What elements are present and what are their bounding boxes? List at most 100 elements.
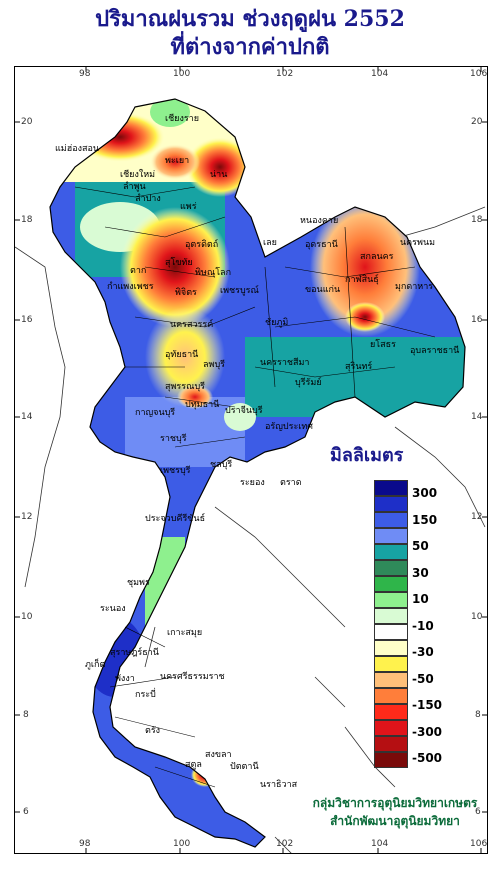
x-tick-98-bottom: 98	[79, 839, 91, 849]
y-tick-8-left: 8	[23, 710, 29, 720]
place-label: ประจวบคีรีขันธ์	[145, 514, 206, 524]
place-label: ระยอง	[240, 478, 265, 488]
place-label: กระบี่	[135, 690, 156, 700]
legend-swatch	[374, 720, 408, 736]
x-tick-106-bottom: 106	[470, 839, 488, 849]
legend-label: -300	[412, 724, 443, 739]
legend-swatch	[374, 528, 408, 544]
legend-title: มิลลิเมตร	[330, 445, 404, 466]
legend-label: 30	[412, 565, 429, 580]
place-label: ลพบุรี	[203, 360, 225, 370]
place-label: เชียงราย	[165, 114, 200, 124]
legend-swatch	[374, 656, 408, 672]
y-tick-10-left: 10	[21, 612, 33, 622]
legend-swatch	[374, 496, 408, 512]
legend-swatch	[374, 608, 408, 624]
legend-label: 10	[412, 592, 429, 606]
place-label: อรัญประเทศ	[265, 422, 314, 432]
legend-swatch	[374, 480, 408, 496]
place-label: อุตรดิตถ์	[185, 240, 219, 250]
x-tick-106-top: 106	[470, 69, 488, 79]
place-label: เพชรบุรี	[160, 466, 191, 476]
place-label: สกลนคร	[360, 252, 394, 262]
place-label: พิษณุโลก	[195, 268, 232, 278]
y-tick-16-left: 16	[21, 315, 33, 325]
place-label: แพร่	[180, 202, 197, 212]
legend-label: -50	[412, 671, 434, 686]
place-label: พะเยา	[165, 156, 190, 166]
place-label: ภูเก็ต	[85, 660, 106, 670]
place-label: อุดรธานี	[305, 240, 338, 250]
place-label: ตราด	[280, 478, 302, 488]
place-label: ขอนแก่น	[305, 285, 341, 295]
place-label: เกาะสมุย	[167, 628, 203, 638]
place-label: พิจิตร	[175, 288, 197, 298]
legend-swatch	[374, 672, 408, 688]
credit-line-2: สำนักพัฒนาอุตุนิยมวิทยา	[330, 814, 460, 828]
y-tick-18-right: 18	[471, 215, 483, 225]
place-label: นครราชสีมา	[260, 358, 310, 368]
place-label: สุรินทร์	[345, 362, 373, 372]
place-label: มุกดาหาร	[395, 282, 434, 292]
y-tick-6-right: 6	[475, 807, 481, 817]
y-tick-12-right: 12	[471, 512, 483, 522]
credit-line-1: กลุ่มวิชาการอุตุนิยมวิทยาเกษตร	[312, 796, 478, 810]
legend-swatch	[374, 544, 408, 560]
place-label: แม่ฮ่องสอน	[55, 144, 100, 154]
place-label: สตูล	[185, 760, 202, 770]
place-label: นราธิวาส	[260, 780, 298, 790]
x-tick-100-bottom: 100	[173, 839, 191, 849]
y-tick-8-right: 8	[475, 710, 481, 720]
place-label: กาฬสินธุ์	[345, 275, 379, 285]
x-tick-102-bottom: 102	[276, 839, 294, 849]
legend-swatch	[374, 688, 408, 704]
place-label: สงขลา	[205, 750, 232, 760]
y-tick-20-right: 20	[471, 117, 483, 127]
place-label: ลำปาง	[135, 194, 161, 204]
place-label: ราชบุรี	[160, 434, 187, 444]
y-tick-20-left: 20	[21, 117, 33, 127]
map-title: ปริมาณฝนรวม ช่วงฤดูฝน 2552	[95, 6, 405, 32]
map-subtitle: ที่ต่างจากค่าปกติ	[170, 34, 330, 60]
legend-label: 300	[412, 486, 438, 500]
legend-label: 150	[412, 512, 438, 527]
y-tick-6-left: 6	[23, 807, 29, 817]
place-label: ลำพูน	[123, 182, 146, 192]
y-tick-14-left: 14	[21, 412, 33, 422]
place-label: บุรีรัมย์	[295, 378, 322, 388]
legend-swatch	[374, 624, 408, 640]
x-tick-104-top: 104	[371, 69, 389, 79]
place-label: อุบลราชธานี	[410, 346, 460, 356]
x-tick-104-bottom: 104	[371, 839, 389, 849]
legend-swatch	[374, 640, 408, 656]
place-label: ชัยภูมิ	[265, 318, 289, 328]
place-label: ระนอง	[100, 604, 126, 614]
place-label: น่าน	[210, 170, 228, 180]
y-tick-16-right: 16	[471, 315, 483, 325]
place-label: หนองคาย	[300, 216, 339, 226]
place-label: ชลบุรี	[210, 460, 233, 470]
place-label: ชุมพร	[127, 578, 150, 588]
place-label: สุโขทัย	[165, 258, 193, 268]
legend-swatch	[374, 704, 408, 720]
legend-label: 50	[412, 539, 429, 553]
place-label: พังงา	[115, 674, 135, 684]
place-label: นครสวรรค์	[170, 320, 214, 330]
y-tick-14-right: 14	[471, 412, 483, 422]
legend-label: -10	[412, 618, 434, 633]
y-tick-12-left: 12	[21, 512, 33, 522]
x-tick-102-top: 102	[276, 69, 294, 79]
y-tick-10-right: 10	[471, 612, 483, 622]
legend-swatch	[374, 512, 408, 528]
place-label: ตาก	[130, 266, 147, 276]
place-label: ปราจีนบุรี	[225, 406, 263, 416]
y-tick-18-left: 18	[21, 215, 33, 225]
legend-label: -30	[412, 645, 434, 659]
place-label: กำแพงเพชร	[107, 282, 154, 292]
legend-swatch	[374, 592, 408, 608]
place-label: นครศรีธรรมราช	[160, 672, 225, 682]
legend-swatch	[374, 576, 408, 592]
place-label: อุทัยธานี	[165, 350, 199, 360]
legend-swatch	[374, 752, 408, 768]
x-tick-98-top: 98	[79, 69, 91, 79]
